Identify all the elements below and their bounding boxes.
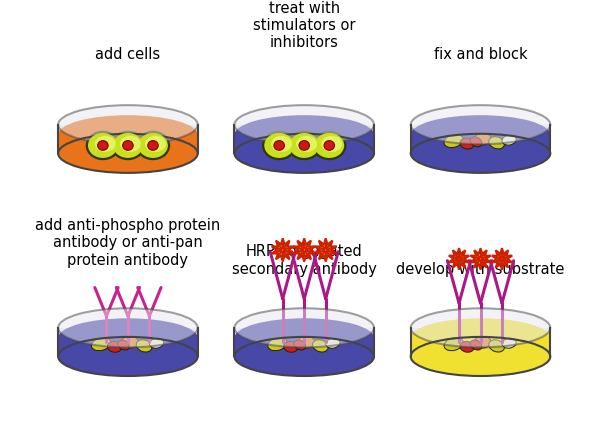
Ellipse shape [460,138,474,149]
Polygon shape [293,238,315,262]
Ellipse shape [313,340,328,352]
Ellipse shape [411,308,550,347]
Ellipse shape [145,136,166,152]
Polygon shape [319,243,333,257]
Ellipse shape [288,132,320,159]
Polygon shape [275,243,290,257]
Ellipse shape [122,141,133,150]
Polygon shape [297,243,311,257]
Ellipse shape [299,141,310,150]
Ellipse shape [502,135,516,145]
Ellipse shape [58,318,198,357]
Ellipse shape [112,132,144,159]
Polygon shape [235,338,374,357]
Polygon shape [496,252,509,266]
Ellipse shape [460,341,474,352]
Ellipse shape [95,136,116,152]
Ellipse shape [411,134,550,173]
Ellipse shape [411,337,550,376]
Polygon shape [272,238,294,262]
Ellipse shape [235,308,374,347]
Polygon shape [314,238,337,262]
Ellipse shape [324,141,335,150]
Ellipse shape [284,341,298,352]
Ellipse shape [411,115,550,154]
Polygon shape [58,125,198,153]
Ellipse shape [297,336,315,348]
Ellipse shape [58,105,198,144]
Polygon shape [411,135,550,153]
Ellipse shape [470,340,482,350]
Polygon shape [474,252,487,266]
Ellipse shape [121,336,139,348]
Ellipse shape [326,338,340,348]
Polygon shape [411,338,550,357]
Text: develop with substrate: develop with substrate [397,262,565,277]
Polygon shape [58,338,198,357]
Ellipse shape [444,337,463,350]
Polygon shape [58,135,198,153]
Text: treat with
stimulators or
inhibitors: treat with stimulators or inhibitors [253,0,355,50]
Polygon shape [235,125,374,153]
Ellipse shape [87,132,119,159]
Ellipse shape [470,137,482,147]
Polygon shape [411,125,550,153]
Polygon shape [470,248,491,270]
Ellipse shape [502,338,516,348]
Ellipse shape [118,340,130,350]
Ellipse shape [98,141,108,150]
Polygon shape [58,328,198,357]
Ellipse shape [58,134,198,173]
Ellipse shape [274,141,284,150]
Ellipse shape [294,340,305,350]
Ellipse shape [235,115,374,154]
Ellipse shape [137,132,169,159]
Ellipse shape [489,340,505,352]
Polygon shape [452,252,466,266]
Ellipse shape [107,341,122,352]
Text: add cells: add cells [95,47,160,62]
Ellipse shape [473,133,491,145]
Text: HRP-conjugated
secondary antibody: HRP-conjugated secondary antibody [232,244,377,277]
Ellipse shape [136,340,152,352]
Ellipse shape [264,133,294,158]
Ellipse shape [321,136,342,152]
Ellipse shape [149,338,164,348]
Text: add anti-phospho protein
antibody or anti-pan
protein antibody: add anti-phospho protein antibody or ant… [35,218,221,268]
Ellipse shape [314,133,344,158]
Ellipse shape [91,337,111,350]
Ellipse shape [473,336,491,348]
Ellipse shape [411,105,550,144]
Ellipse shape [411,318,550,357]
Ellipse shape [271,136,292,152]
Ellipse shape [138,133,168,158]
Ellipse shape [58,337,198,376]
Ellipse shape [489,137,505,149]
Ellipse shape [58,115,198,154]
Polygon shape [411,328,550,357]
Ellipse shape [296,136,317,152]
Ellipse shape [235,318,374,357]
Ellipse shape [313,132,346,159]
Ellipse shape [148,141,158,150]
Ellipse shape [289,133,319,158]
Text: fix and block: fix and block [434,47,527,62]
Ellipse shape [268,337,287,350]
Ellipse shape [444,135,463,148]
Ellipse shape [120,136,141,152]
Ellipse shape [113,133,143,158]
Polygon shape [235,135,374,153]
Ellipse shape [235,134,374,173]
Ellipse shape [88,133,118,158]
Ellipse shape [263,132,295,159]
Ellipse shape [235,105,374,144]
Polygon shape [492,248,512,270]
Ellipse shape [235,337,374,376]
Polygon shape [449,248,469,270]
Ellipse shape [58,308,198,347]
Polygon shape [235,328,374,357]
